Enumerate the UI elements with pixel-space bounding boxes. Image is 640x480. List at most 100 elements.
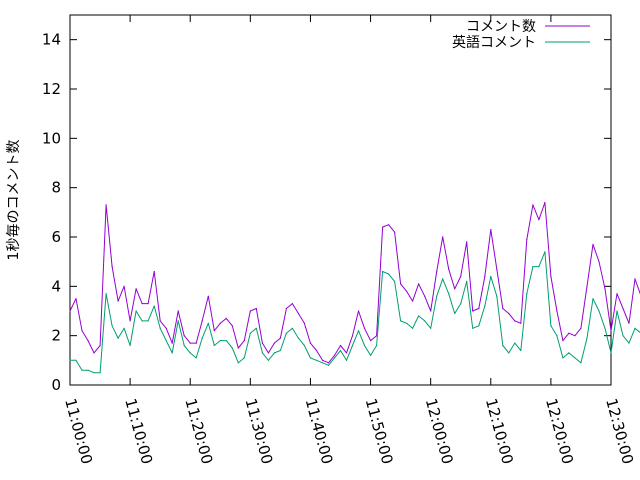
data-point — [514, 342, 516, 344]
data-point — [586, 285, 588, 287]
data-point — [225, 317, 227, 319]
data-point — [424, 320, 426, 322]
data-point — [550, 275, 552, 278]
x-tick-label: 11:30:00 — [241, 396, 276, 466]
data-point — [442, 236, 444, 238]
y-tick-label: 6 — [51, 228, 61, 246]
data-point — [315, 349, 318, 352]
x-tick-label: 11:00:00 — [61, 396, 96, 466]
data-point — [237, 347, 239, 349]
data-point — [165, 327, 167, 329]
data-point — [430, 327, 432, 329]
data-point — [303, 344, 305, 347]
data-point — [472, 310, 474, 312]
data-point — [177, 320, 179, 322]
data-point — [544, 201, 546, 204]
data-point — [502, 344, 504, 347]
data-point — [592, 298, 594, 300]
data-point — [388, 224, 390, 226]
data-point — [75, 298, 77, 300]
data-point — [430, 310, 432, 312]
data-point — [207, 295, 209, 297]
data-point — [117, 300, 119, 302]
data-point — [111, 325, 113, 327]
data-point — [309, 342, 311, 344]
data-point — [231, 347, 233, 349]
data-point — [478, 325, 480, 327]
data-point — [297, 312, 299, 315]
data-point — [135, 310, 137, 312]
data-point — [99, 372, 101, 374]
data-point — [303, 322, 305, 324]
data-point — [351, 344, 354, 347]
data-point — [400, 283, 402, 285]
data-point — [333, 357, 336, 359]
data-point — [69, 359, 71, 361]
data-point — [484, 305, 486, 307]
data-point — [237, 362, 239, 364]
data-point — [159, 327, 161, 329]
data-point — [81, 330, 83, 332]
data-point — [586, 337, 588, 339]
data-point — [532, 204, 534, 206]
data-point — [514, 320, 516, 322]
data-point — [339, 344, 342, 347]
data-point — [255, 307, 257, 310]
data-point — [388, 273, 390, 275]
data-point — [333, 354, 336, 356]
data-point — [363, 327, 366, 329]
data-point — [213, 344, 215, 347]
x-tick-label: 12:10:00 — [482, 396, 517, 466]
data-point — [183, 344, 185, 347]
data-point — [550, 325, 552, 327]
data-point — [189, 342, 191, 344]
data-point — [628, 342, 630, 344]
data-point — [496, 268, 498, 270]
data-point — [129, 344, 131, 347]
data-point — [436, 270, 438, 273]
data-point — [165, 340, 167, 342]
x-tick-label: 11:20:00 — [181, 396, 216, 466]
data-point — [69, 310, 71, 312]
data-point — [135, 288, 137, 290]
data-point — [526, 238, 528, 241]
data-point — [249, 310, 251, 312]
data-point — [382, 226, 384, 228]
data-point — [448, 268, 450, 270]
data-point — [201, 320, 203, 322]
data-point — [183, 335, 185, 337]
data-point — [460, 275, 462, 278]
plot-frame — [69, 14, 612, 386]
series-2 — [69, 251, 640, 374]
data-point — [267, 352, 269, 354]
data-point — [466, 280, 468, 282]
data-point — [562, 340, 564, 342]
data-point — [406, 322, 408, 324]
data-point — [267, 359, 269, 361]
data-point — [508, 312, 510, 315]
y-axis: 0 2 4 6 8 10 12 14 — [42, 31, 611, 394]
data-point — [520, 349, 522, 352]
data-point — [255, 327, 257, 329]
legend-label: コメント数 — [466, 19, 536, 35]
data-point — [454, 288, 456, 290]
data-point — [616, 293, 618, 295]
data-point — [177, 310, 179, 312]
data-point — [556, 335, 558, 337]
data-point — [382, 270, 384, 273]
data-point — [87, 340, 89, 342]
data-point — [490, 275, 492, 278]
data-point — [418, 283, 420, 285]
data-point — [508, 352, 510, 354]
data-point — [297, 337, 299, 339]
data-point — [273, 352, 275, 354]
x-tick-label: 11:10:00 — [121, 396, 156, 466]
data-point — [370, 340, 372, 342]
data-point — [225, 340, 227, 342]
series-1 — [69, 201, 640, 364]
data-point — [484, 275, 486, 278]
data-point — [556, 310, 558, 312]
y-tick-label: 4 — [51, 277, 61, 295]
data-point — [634, 327, 636, 329]
